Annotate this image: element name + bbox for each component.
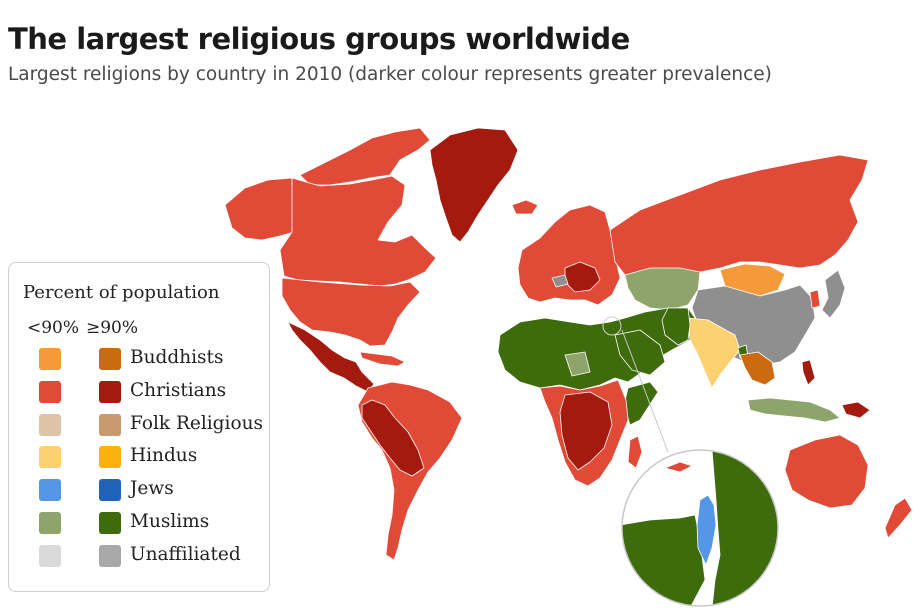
region-alaska [224,177,295,241]
legend-swatch-high [99,348,121,370]
region-india [687,317,741,389]
region-indonesia [747,397,841,423]
region-canada [279,175,437,287]
region-central-africa [559,391,613,471]
legend-item: Jews [39,478,264,502]
inset-israel [696,494,717,567]
region-greenland [429,127,519,243]
legend-item: Folk Religious [39,412,264,436]
legend-swatch-low [39,512,61,534]
zoom-inset [622,450,778,606]
region-philippines [801,359,816,386]
region-madagascar [627,435,643,469]
page-title: The largest religious groups worldwide [8,22,630,56]
inset-cyprus [663,461,694,473]
legend-item-label: Unaffiliated [130,543,241,565]
legend: Percent of population <90% ≥90% Buddhist… [8,262,270,592]
region-iceland [511,199,539,215]
region-usa [281,277,421,347]
region-russia [609,154,869,276]
legend-col-high: ≥90% [86,318,139,338]
legend-item-label: Christians [130,379,227,401]
legend-swatch-high [99,446,121,469]
region-japan [821,269,846,319]
legend-swatch-high [99,512,121,534]
legend-swatch-low [39,380,61,403]
legend-swatch-low [39,446,61,469]
region-caribbean [359,351,406,367]
region-arabia [614,329,666,376]
region-central-asia [624,267,701,311]
legend-item: Christians [39,379,264,403]
page-subtitle: Largest religions by country in 2010 (da… [8,64,772,85]
region-chad [564,351,591,377]
region-papua [841,401,871,419]
region-pakistan [661,307,691,346]
region-new-zealand [884,497,913,539]
zoom-connector [621,329,669,453]
inset-egypt [622,514,706,606]
legend-swatch-high [99,544,121,567]
legend-item: Muslims [39,511,264,534]
legend-swatch-high [99,380,121,403]
legend-swatch-low [39,479,61,502]
legend-item: Hindus [39,445,264,469]
region-europe [517,204,621,306]
legend-item: Unaffiliated [39,543,264,567]
region-canada-arctic [299,127,431,186]
legend-swatch-low [39,544,61,567]
region-andes [361,399,425,477]
legend-title: Percent of population [23,282,220,303]
inset-levant [711,450,778,606]
legend-item-label: Folk Religious [130,412,263,434]
legend-swatch-low [39,348,61,370]
region-se-asia [739,351,776,386]
legend-item-label: Hindus [130,445,198,467]
zoom-inset-border [621,449,779,607]
zoom-target-ring [602,316,622,336]
legend-item-label: Jews [130,478,174,500]
legend-col-low: <90% [27,318,80,338]
legend-swatch-low [39,413,61,436]
region-czech [551,274,569,288]
region-australia [784,434,869,509]
legend-swatch-high [99,413,121,436]
region-korea [809,289,821,309]
legend-swatch-high [99,479,121,502]
region-horn-africa [623,381,659,426]
legend-item: Buddhists [39,347,264,370]
legend-item-label: Muslims [130,511,210,532]
legend-item-label: Buddhists [130,347,224,368]
